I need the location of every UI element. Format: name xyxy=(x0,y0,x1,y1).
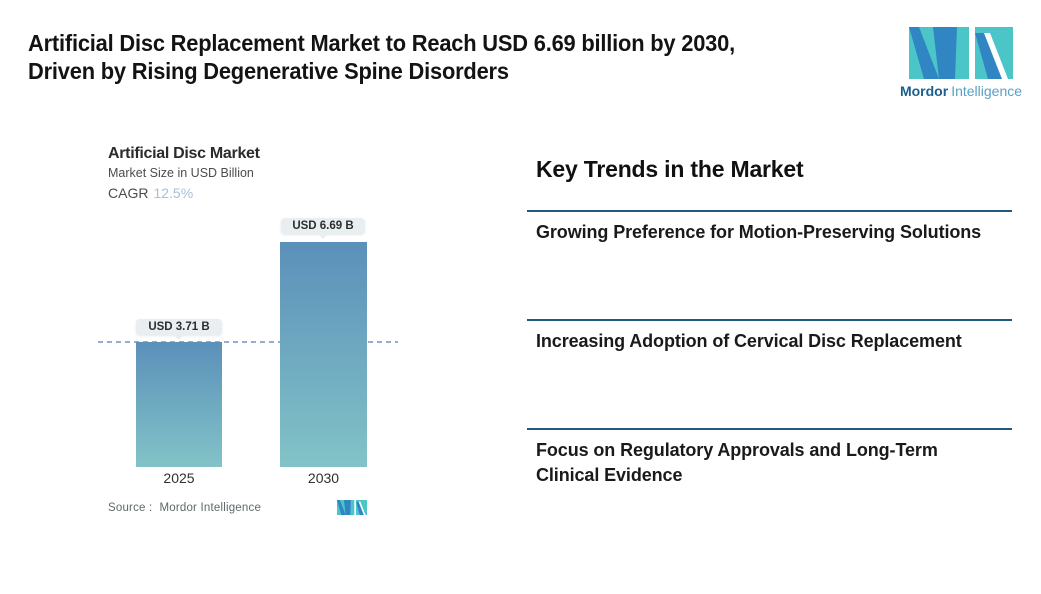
brand-wordmark: Mordor Intelligence xyxy=(895,83,1027,99)
trend-item-text: Increasing Adoption of Cervical Disc Rep… xyxy=(536,331,962,351)
source-label: Source : xyxy=(108,502,153,514)
trends-heading: Key Trends in the Market xyxy=(536,156,804,182)
cagr-label: CAGR xyxy=(108,185,149,201)
chart-subtitle: Market Size in USD Billion xyxy=(108,166,254,180)
trend-row: Growing Preference for Motion-Preserving… xyxy=(527,210,1012,245)
source-attribution: Source : Mordor Intelligence xyxy=(108,502,261,514)
source-mark-icon xyxy=(337,500,367,515)
brand-name-bold: Mordor xyxy=(899,83,949,99)
page-title: Artificial Disc Replacement Market to Re… xyxy=(28,29,921,85)
title-line-2: Driven by Rising Degenerative Spine Diso… xyxy=(28,58,509,84)
brand-name-light: Intelligence xyxy=(951,83,1023,99)
x-axis-label-2030: 2030 xyxy=(307,470,340,486)
trend-row: Focus on Regulatory Approvals and Long-T… xyxy=(527,428,1012,488)
x-axis-label-2025: 2025 xyxy=(163,470,195,486)
trend-item-text: Growing Preference for Motion-Preserving… xyxy=(536,222,982,242)
brand-logo: Mordor Intelligence xyxy=(895,27,1027,99)
trend-row: Increasing Adoption of Cervical Disc Rep… xyxy=(527,319,1012,354)
value-pill-2025: USD 3.71 B xyxy=(136,319,222,335)
mordor-intelligence-mark-icon xyxy=(909,27,1013,79)
bar-2030 xyxy=(280,242,367,467)
chart-title: Artificial Disc Market xyxy=(108,145,260,162)
chart-cagr: CAGR 12.5% xyxy=(108,185,193,201)
bar-2025 xyxy=(136,342,222,467)
value-pill-2030: USD 6.69 B xyxy=(281,218,365,234)
key-trends-panel: Key Trends in the Market Growing Prefere… xyxy=(527,148,1012,548)
title-line-1: Artificial Disc Replacement Market to Re… xyxy=(28,30,735,56)
market-size-chart: Artificial Disc Market Market Size in US… xyxy=(98,140,410,540)
reference-dashed-line xyxy=(98,341,398,343)
trend-item-text: Focus on Regulatory Approvals and Long-T… xyxy=(536,440,938,485)
cagr-value: 12.5% xyxy=(153,185,194,201)
source-value: Mordor Intelligence xyxy=(159,502,262,514)
